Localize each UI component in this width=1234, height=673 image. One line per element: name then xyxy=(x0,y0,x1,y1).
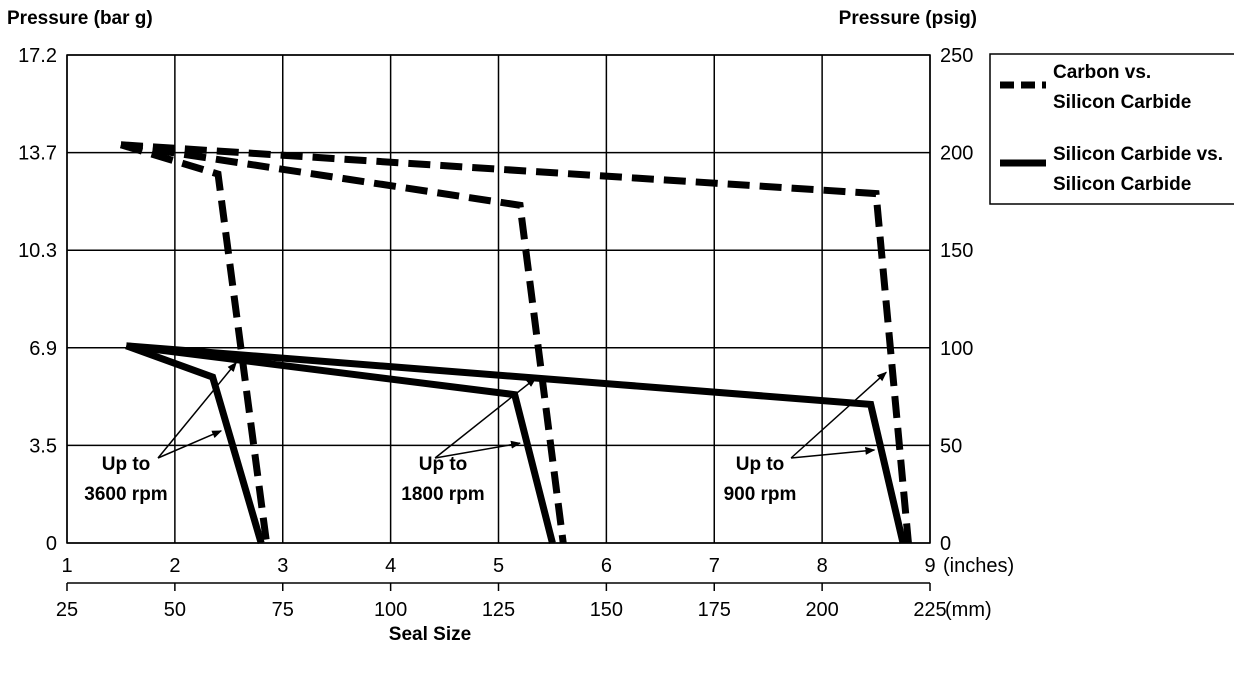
y-tick-right-4: 200 xyxy=(940,143,973,165)
x-axis-label: Seal Size xyxy=(389,624,471,645)
left-axis-label: Pressure (bar g) xyxy=(7,8,153,29)
y-tick-left-2: 6.9 xyxy=(29,338,57,360)
x-axis-inch-unit: (inches) xyxy=(943,555,1014,577)
arrow-3600-to-dashed xyxy=(157,361,237,459)
legend: Carbon vs. Silicon Carbide Silicon Carbi… xyxy=(989,53,1234,205)
x-tick-inch-8: 8 xyxy=(817,555,828,577)
y-tick-right-0: 0 xyxy=(940,533,951,555)
legend-entry-1-line2: Silicon Carbide xyxy=(1053,92,1191,113)
annotation-1800-line1: Up to xyxy=(419,454,468,475)
x-tick-inch-9: 9 xyxy=(924,555,935,577)
annotation-3600-line2: 3600 rpm xyxy=(84,484,167,505)
arrow-3600-to-solid xyxy=(157,430,223,459)
x-tick-inch-3: 3 xyxy=(277,555,288,577)
legend-box xyxy=(989,53,1234,205)
y-tick-left-0: 0 xyxy=(46,533,57,555)
x-tick-inch-7: 7 xyxy=(709,555,720,577)
x-tick-mm-75: 75 xyxy=(272,599,294,621)
legend-entry-1-line1: Carbon vs. xyxy=(1053,62,1151,83)
x-tick-mm-100: 100 xyxy=(374,599,407,621)
x-tick-inch-1: 1 xyxy=(61,555,72,577)
x-tick-inch-2: 2 xyxy=(169,555,180,577)
y-tick-left-1: 3.5 xyxy=(29,435,57,457)
series-solid-900-rpm xyxy=(126,342,907,544)
y-tick-left-3: 10.3 xyxy=(18,240,57,262)
legend-entry-2-line1: Silicon Carbide vs. xyxy=(1053,144,1223,165)
annotation-1800-line2: 1800 rpm xyxy=(401,484,484,505)
y-tick-left-5: 17.2 xyxy=(18,45,57,67)
annotation-900-line2: 900 rpm xyxy=(724,484,797,505)
arrow-1800-to-dashed xyxy=(434,377,537,459)
annotation-900-line1: Up to xyxy=(736,454,785,475)
x-axis-mm-unit: (mm) xyxy=(945,599,992,621)
x-tick-inch-4: 4 xyxy=(385,555,396,577)
right-axis-label: Pressure (psig) xyxy=(839,8,977,29)
x-tick-mm-200: 200 xyxy=(805,599,838,621)
series-dashed-900-rpm xyxy=(120,141,912,544)
series-dashed-3600-rpm xyxy=(119,141,271,544)
y-tick-right-1: 50 xyxy=(940,435,962,457)
x-tick-inch-6: 6 xyxy=(601,555,612,577)
plot-frame xyxy=(66,54,931,544)
x-tick-mm-225: 225 xyxy=(913,599,946,621)
x-tick-mm-175: 175 xyxy=(698,599,731,621)
x-tick-mm-25: 25 xyxy=(56,599,78,621)
x-tick-mm-50: 50 xyxy=(164,599,186,621)
series-dashed-1800-rpm xyxy=(120,141,567,544)
x-tick-mm-150: 150 xyxy=(590,599,623,621)
y-tick-right-3: 150 xyxy=(940,240,973,262)
series-solid-3600-rpm xyxy=(125,342,265,544)
legend-entry-2-line2: Silicon Carbide xyxy=(1053,174,1191,195)
annotation-3600-line1: Up to xyxy=(102,454,151,475)
arrow-900-to-solid xyxy=(790,446,876,459)
y-tick-left-4: 13.7 xyxy=(18,143,57,165)
grid xyxy=(66,54,931,544)
arrow-900-to-dashed xyxy=(790,371,887,459)
x-tick-inch-5: 5 xyxy=(493,555,504,577)
annotation-arrows xyxy=(157,361,887,459)
y-tick-right-2: 100 xyxy=(940,338,973,360)
arrow-1800-to-solid xyxy=(434,440,521,459)
y-tick-right-5: 250 xyxy=(940,45,973,67)
x-tick-mm-125: 125 xyxy=(482,599,515,621)
